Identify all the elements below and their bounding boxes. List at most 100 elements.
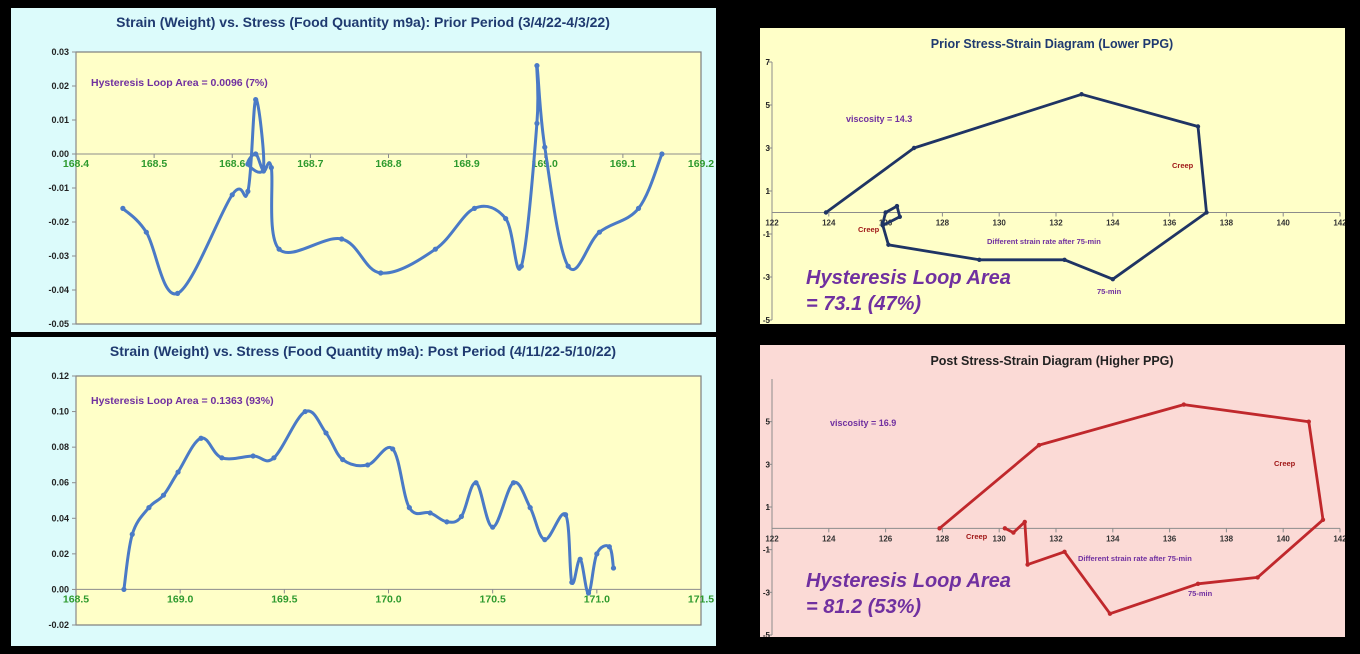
chart-title: Post Stress-Strain Diagram (Higher PPG) [930,354,1173,368]
data-point [260,168,267,174]
data-point [1107,611,1113,616]
data-point [823,210,829,215]
prior-period-chart: Strain (Weight) vs. Stress (Food Quantit… [11,8,716,332]
x-tick-label: 168.8 [375,158,401,170]
x-tick-label: 124 [822,534,836,543]
data-point [302,408,308,415]
data-point [880,221,885,226]
data-point [1025,562,1030,567]
y-tick-label: -5 [763,631,771,637]
chart-title: Prior Stress-Strain Diagram (Lower PPG) [931,37,1173,51]
x-tick-label: 142 [1333,219,1345,228]
y-tick-label: -0.04 [48,285,69,295]
x-tick-label: 168.9 [453,158,479,170]
data-point [473,480,479,486]
data-point [886,242,891,247]
y-tick-label: 0.02 [51,81,69,91]
hysteresis-area-callout: Hysteresis Loop Area [806,570,1011,592]
data-point [175,469,181,475]
chart-panel-post-stress-strain: Post Stress-Strain Diagram (Higher PPG) 1… [760,345,1345,637]
plot-area [772,379,1340,635]
data-point [577,556,583,562]
annotation-label: viscosity = 16.9 [830,418,896,428]
plot-area [75,51,702,325]
y-tick-label: -1 [763,546,771,555]
chart-title: Strain (Weight) vs. Stress (Food Quantit… [116,14,610,30]
x-tick-label: 136 [1163,219,1177,228]
x-tick-label: 168.4 [63,158,89,170]
data-point [143,229,149,235]
data-point [432,246,438,252]
y-tick-label: 0.03 [51,47,69,57]
x-tick-label: 169.5 [271,593,297,605]
data-point [1022,519,1027,525]
annotation-label: viscosity = 14.3 [846,114,912,124]
y-tick-label: 5 [766,101,771,110]
x-tick-label: 138 [1220,534,1234,543]
data-point [444,519,450,525]
data-point [253,97,259,103]
y-tick-label: 0.02 [51,549,69,559]
annotation-label: Different strain rate after 75-min [987,237,1101,246]
x-tick-label: 169.0 [167,593,193,605]
data-point [1036,442,1042,448]
data-point [542,537,548,543]
y-tick-label: -0.02 [48,620,69,630]
data-point [1195,581,1201,586]
data-point [146,505,152,511]
data-point [276,246,282,252]
data-point [594,551,600,557]
chart-panel-prior-period: Strain (Weight) vs. Stress (Food Quantit… [11,8,716,332]
data-point [365,462,371,468]
y-tick-label: -0.03 [48,251,69,261]
y-tick-label: -3 [763,588,771,597]
data-point [569,579,575,585]
annotation-label: Creep [1172,161,1194,170]
data-point [406,505,412,511]
hysteresis-area-callout: = 73.1 (47%) [806,293,921,315]
data-point [1011,530,1016,535]
data-point [121,586,127,593]
data-point [1110,276,1115,282]
data-point [1306,419,1311,424]
annotation-label: Creep [966,532,988,541]
y-tick-label: 0.08 [51,442,69,452]
data-point [565,263,571,269]
y-tick-label: 3 [766,460,771,469]
data-point [894,203,900,209]
x-tick-label: 169.0 [532,158,558,170]
x-tick-label: 169.1 [610,158,636,170]
y-tick-label: 1 [766,503,771,512]
x-tick-label: 170.5 [480,593,506,605]
y-tick-label: 0.00 [51,584,69,594]
x-tick-label: 171.0 [584,593,610,605]
data-point [596,229,603,235]
data-point [490,524,496,530]
hysteresis-area-callout: Hysteresis Loop Area [806,267,1011,289]
data-point [1062,549,1067,554]
data-point [542,144,548,150]
data-point [245,188,251,194]
annotation-label: 75-min [1097,287,1122,296]
post-period-chart: Strain (Weight) vs. Stress (Food Quantit… [11,337,716,646]
data-point [1320,517,1326,522]
y-tick-label: 5 [766,418,771,427]
y-tick-label: 1 [766,187,771,196]
data-point [378,270,384,276]
data-point [174,290,181,296]
y-tick-label: 3 [766,144,771,153]
data-point [458,513,465,520]
data-point [271,455,277,461]
x-tick-label: 134 [1106,534,1120,543]
y-tick-label: 0.06 [51,478,69,488]
x-tick-label: 132 [1049,219,1063,228]
x-tick-label: 130 [993,219,1007,228]
data-point [120,205,126,211]
data-point [1002,526,1008,531]
data-point [471,205,478,211]
y-tick-label: -0.02 [48,217,69,227]
data-point [534,63,540,69]
x-tick-label: 168.6 [219,158,245,170]
x-tick-label: 171.5 [688,593,714,605]
x-tick-label: 126 [879,534,893,543]
